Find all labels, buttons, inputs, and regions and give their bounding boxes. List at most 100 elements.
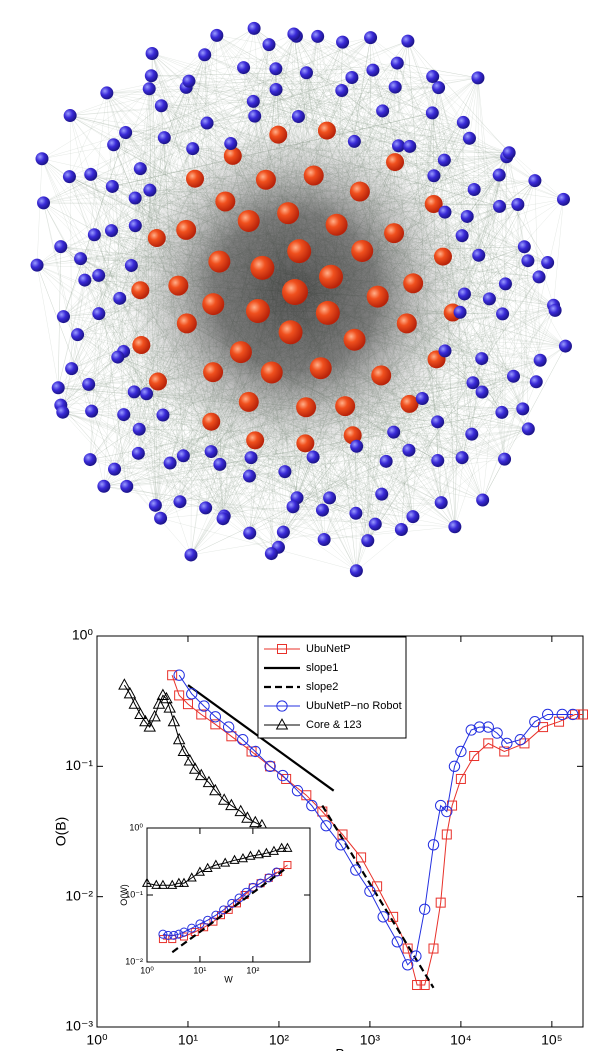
edge: [57, 234, 95, 388]
edge: [297, 493, 382, 499]
edge: [160, 517, 357, 571]
edge: [329, 461, 387, 499]
core-node: [384, 223, 405, 244]
peripheral-node: [492, 168, 506, 182]
peripheral-node: [108, 462, 122, 476]
peripheral-node: [548, 303, 562, 317]
edge: [504, 381, 537, 460]
peripheral-node: [216, 512, 230, 526]
edge: [125, 122, 208, 133]
peripheral-node: [403, 139, 417, 153]
peripheral-node: [498, 452, 512, 466]
edge: [36, 264, 120, 299]
edge: [342, 41, 464, 123]
y-axis-label: O(B): [53, 817, 69, 847]
peripheral-node: [434, 496, 448, 510]
core-node: [176, 313, 197, 334]
edge: [98, 186, 113, 314]
marker: [187, 923, 197, 933]
edge: [69, 92, 108, 177]
peripheral-node: [521, 254, 535, 268]
marker: [195, 919, 205, 929]
marker: [578, 709, 588, 720]
peripheral-node: [471, 71, 485, 85]
edge: [63, 298, 120, 317]
edge: [506, 156, 554, 306]
x-tick-label: 10⁰: [140, 965, 154, 975]
peripheral-node: [361, 534, 375, 548]
edge: [205, 507, 368, 541]
marker: [167, 670, 178, 681]
edge: [179, 458, 505, 502]
edge: [111, 33, 295, 231]
edge: [62, 412, 115, 470]
edge: [296, 36, 439, 88]
main-chart: 10⁰ 10¹ 10² 10³ 10⁴ 10⁵ 10⁻³ 10⁻² 10⁻¹ 10⁰ B O(B) Ub…: [53, 627, 588, 1051]
peripheral-node: [541, 256, 555, 270]
edge: [70, 87, 187, 116]
peripheral-node: [198, 48, 212, 62]
edge: [409, 403, 456, 527]
edge: [151, 72, 307, 77]
peripheral-node: [213, 457, 227, 471]
peripheral-node: [51, 381, 65, 395]
marker: [163, 930, 173, 940]
peripheral-node: [401, 34, 415, 48]
peripheral-node: [475, 352, 489, 366]
peripheral-node: [35, 152, 49, 166]
edge: [216, 35, 276, 70]
edge: [250, 457, 279, 548]
series-line: [123, 684, 263, 827]
edge: [113, 144, 136, 199]
edge: [438, 87, 524, 409]
edge: [71, 368, 206, 509]
marker: [229, 854, 240, 864]
edge: [188, 80, 507, 158]
edge: [471, 206, 500, 435]
edge: [69, 115, 136, 199]
core-node: [371, 365, 392, 386]
peripheral-node: [244, 451, 258, 465]
peripheral-node: [156, 408, 170, 422]
peripheral-node: [379, 454, 393, 468]
core-node: [202, 293, 225, 316]
peripheral-node: [128, 219, 142, 233]
edge: [77, 334, 250, 534]
edge: [341, 90, 548, 263]
edge: [409, 146, 510, 154]
peripheral-node: [427, 169, 441, 183]
edge: [322, 460, 438, 511]
peripheral-node: [431, 415, 445, 429]
peripheral-node: [262, 38, 276, 52]
core-node: [131, 281, 150, 300]
legend: UbuNetP slope1 slope2 UbuNetP−no Robot Core …: [257, 636, 407, 739]
marker: [377, 911, 389, 923]
edge: [341, 90, 525, 247]
core-node: [246, 431, 265, 450]
peripheral-node: [87, 228, 101, 242]
peripheral-node: [210, 28, 224, 42]
edge: [103, 414, 124, 487]
edge: [306, 62, 398, 74]
edge: [401, 408, 523, 530]
edge: [179, 451, 212, 502]
peripheral-node: [462, 131, 476, 145]
peripheral-node: [148, 498, 162, 512]
peripheral-node: [431, 454, 445, 468]
edge: [43, 72, 307, 204]
peripheral-node: [465, 427, 479, 441]
edge: [43, 202, 147, 394]
edge: [89, 414, 124, 460]
edge: [283, 457, 463, 533]
edge: [58, 356, 118, 389]
peripheral-node: [78, 273, 92, 287]
series-line: [146, 847, 288, 886]
core-node: [424, 194, 443, 213]
edge: [367, 310, 556, 541]
edge: [88, 298, 120, 385]
core-node: [148, 372, 167, 391]
peripheral-node: [84, 167, 98, 181]
edge: [117, 356, 224, 519]
edge: [432, 76, 537, 382]
marker: [435, 799, 447, 812]
